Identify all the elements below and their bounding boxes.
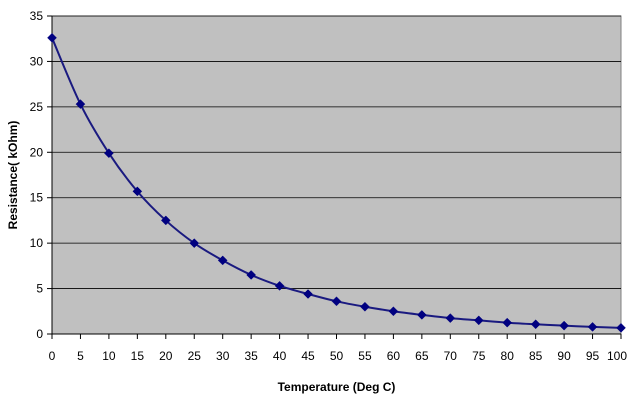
- data-point: [502, 317, 513, 328]
- x-tick-label: 20: [159, 349, 173, 363]
- y-tick-label: 30: [30, 54, 44, 68]
- data-point: [303, 289, 313, 299]
- x-tick-label: 50: [330, 349, 344, 363]
- y-tick-label: 5: [36, 282, 43, 296]
- x-tick-label: 95: [586, 349, 600, 363]
- x-tick-label: 45: [301, 349, 315, 363]
- x-axis-title: Temperature (Deg C): [278, 380, 396, 394]
- x-tick-label: 65: [415, 349, 429, 363]
- data-point: [217, 255, 228, 266]
- x-tick-label: 85: [529, 349, 543, 363]
- y-tick-label: 35: [30, 9, 44, 23]
- data-point: [559, 320, 569, 331]
- y-tick-label: 15: [30, 191, 44, 205]
- data-point: [616, 322, 626, 333]
- data-point: [360, 301, 370, 312]
- y-tick-label: 10: [30, 236, 44, 250]
- x-tick-label: 100: [607, 349, 627, 363]
- data-point: [160, 215, 171, 226]
- data-point: [274, 280, 285, 291]
- y-tick-label: 25: [30, 100, 44, 114]
- x-tick-label: 60: [387, 349, 401, 363]
- x-tick-label: 0: [49, 349, 56, 363]
- data-point: [416, 310, 427, 320]
- data-point: [331, 296, 342, 307]
- data-point: [388, 306, 399, 317]
- data-point: [132, 186, 143, 197]
- data-point: [246, 270, 257, 280]
- x-tick-label: 55: [358, 349, 372, 363]
- x-tick-label: 30: [216, 349, 230, 363]
- x-axis-ticks: 0 5 10 15 20 25 30 35 40 45 50 55 60 65 70 75 80 85 90 95 10…: [49, 334, 627, 363]
- x-tick-label: 90: [557, 349, 571, 363]
- data-point: [47, 32, 57, 43]
- y-tick-label: 20: [30, 145, 44, 159]
- y-axis-ticks: 0 5 10 15 20 25 30 35: [30, 9, 52, 341]
- x-tick-label: 5: [77, 349, 84, 363]
- data-point: [189, 238, 200, 248]
- x-tick-label: 80: [501, 349, 515, 363]
- gridlines: [52, 15, 621, 289]
- y-axis-title: Resistance( kOhm): [6, 121, 20, 230]
- y-tick-label: 0: [36, 327, 43, 341]
- plot-area: [51, 15, 622, 335]
- x-tick-label: 25: [188, 349, 202, 363]
- data-point: [104, 148, 114, 159]
- x-tick-label: 70: [444, 349, 458, 363]
- series-markers: [47, 32, 626, 333]
- x-tick-label: 75: [472, 349, 486, 363]
- x-tick-label: 10: [102, 349, 116, 363]
- data-point: [445, 313, 456, 323]
- data-point: [473, 315, 484, 326]
- data-point: [587, 322, 598, 332]
- x-tick-label: 35: [244, 349, 258, 363]
- data-point: [75, 99, 86, 109]
- x-tick-label: 15: [131, 349, 145, 363]
- data-point: [530, 319, 541, 330]
- x-tick-label: 40: [273, 349, 287, 363]
